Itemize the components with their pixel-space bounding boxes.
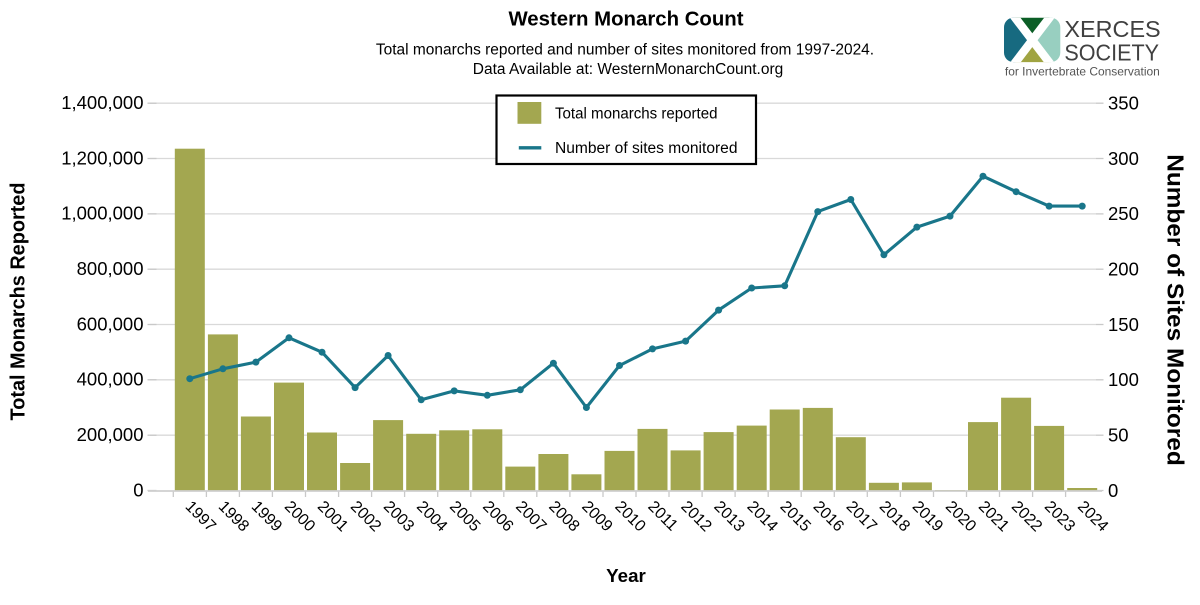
svg-text:1,200,000: 1,200,000 (61, 147, 143, 168)
svg-text:0: 0 (133, 479, 143, 500)
svg-text:Year: Year (606, 565, 646, 586)
svg-text:SOCIETY: SOCIETY (1064, 39, 1159, 65)
svg-text:0: 0 (1108, 480, 1118, 501)
svg-text:Total Monarchs Reported: Total Monarchs Reported (8, 183, 30, 421)
svg-text:300: 300 (1108, 148, 1139, 169)
svg-text:Total monarchs reported: Total monarchs reported (555, 105, 718, 122)
svg-text:XERCES: XERCES (1064, 16, 1160, 42)
svg-text:200,000: 200,000 (77, 424, 144, 445)
svg-text:150: 150 (1108, 314, 1139, 335)
svg-text:800,000: 800,000 (77, 258, 144, 279)
svg-text:Western Monarch Count: Western Monarch Count (508, 8, 743, 31)
svg-text:400,000: 400,000 (77, 369, 144, 390)
svg-text:250: 250 (1108, 203, 1139, 224)
svg-text:50: 50 (1108, 425, 1129, 446)
svg-text:600,000: 600,000 (77, 313, 144, 334)
svg-text:Number of sites monitored: Number of sites monitored (555, 140, 738, 157)
svg-text:Number of Sites Monitored: Number of Sites Monitored (1162, 154, 1188, 466)
svg-text:350: 350 (1108, 93, 1139, 114)
svg-text:100: 100 (1108, 369, 1139, 390)
svg-text:200: 200 (1108, 259, 1139, 280)
svg-text:Total monarchs reported and nu: Total monarchs reported and number of si… (376, 42, 874, 59)
svg-text:1,400,000: 1,400,000 (61, 92, 143, 113)
svg-text:for Invertebrate Conservation: for Invertebrate Conservation (1005, 64, 1160, 78)
svg-text:1,000,000: 1,000,000 (61, 203, 143, 224)
svg-text:Data Available at: WesternMona: Data Available at: WesternMonarchCount.o… (473, 61, 784, 78)
